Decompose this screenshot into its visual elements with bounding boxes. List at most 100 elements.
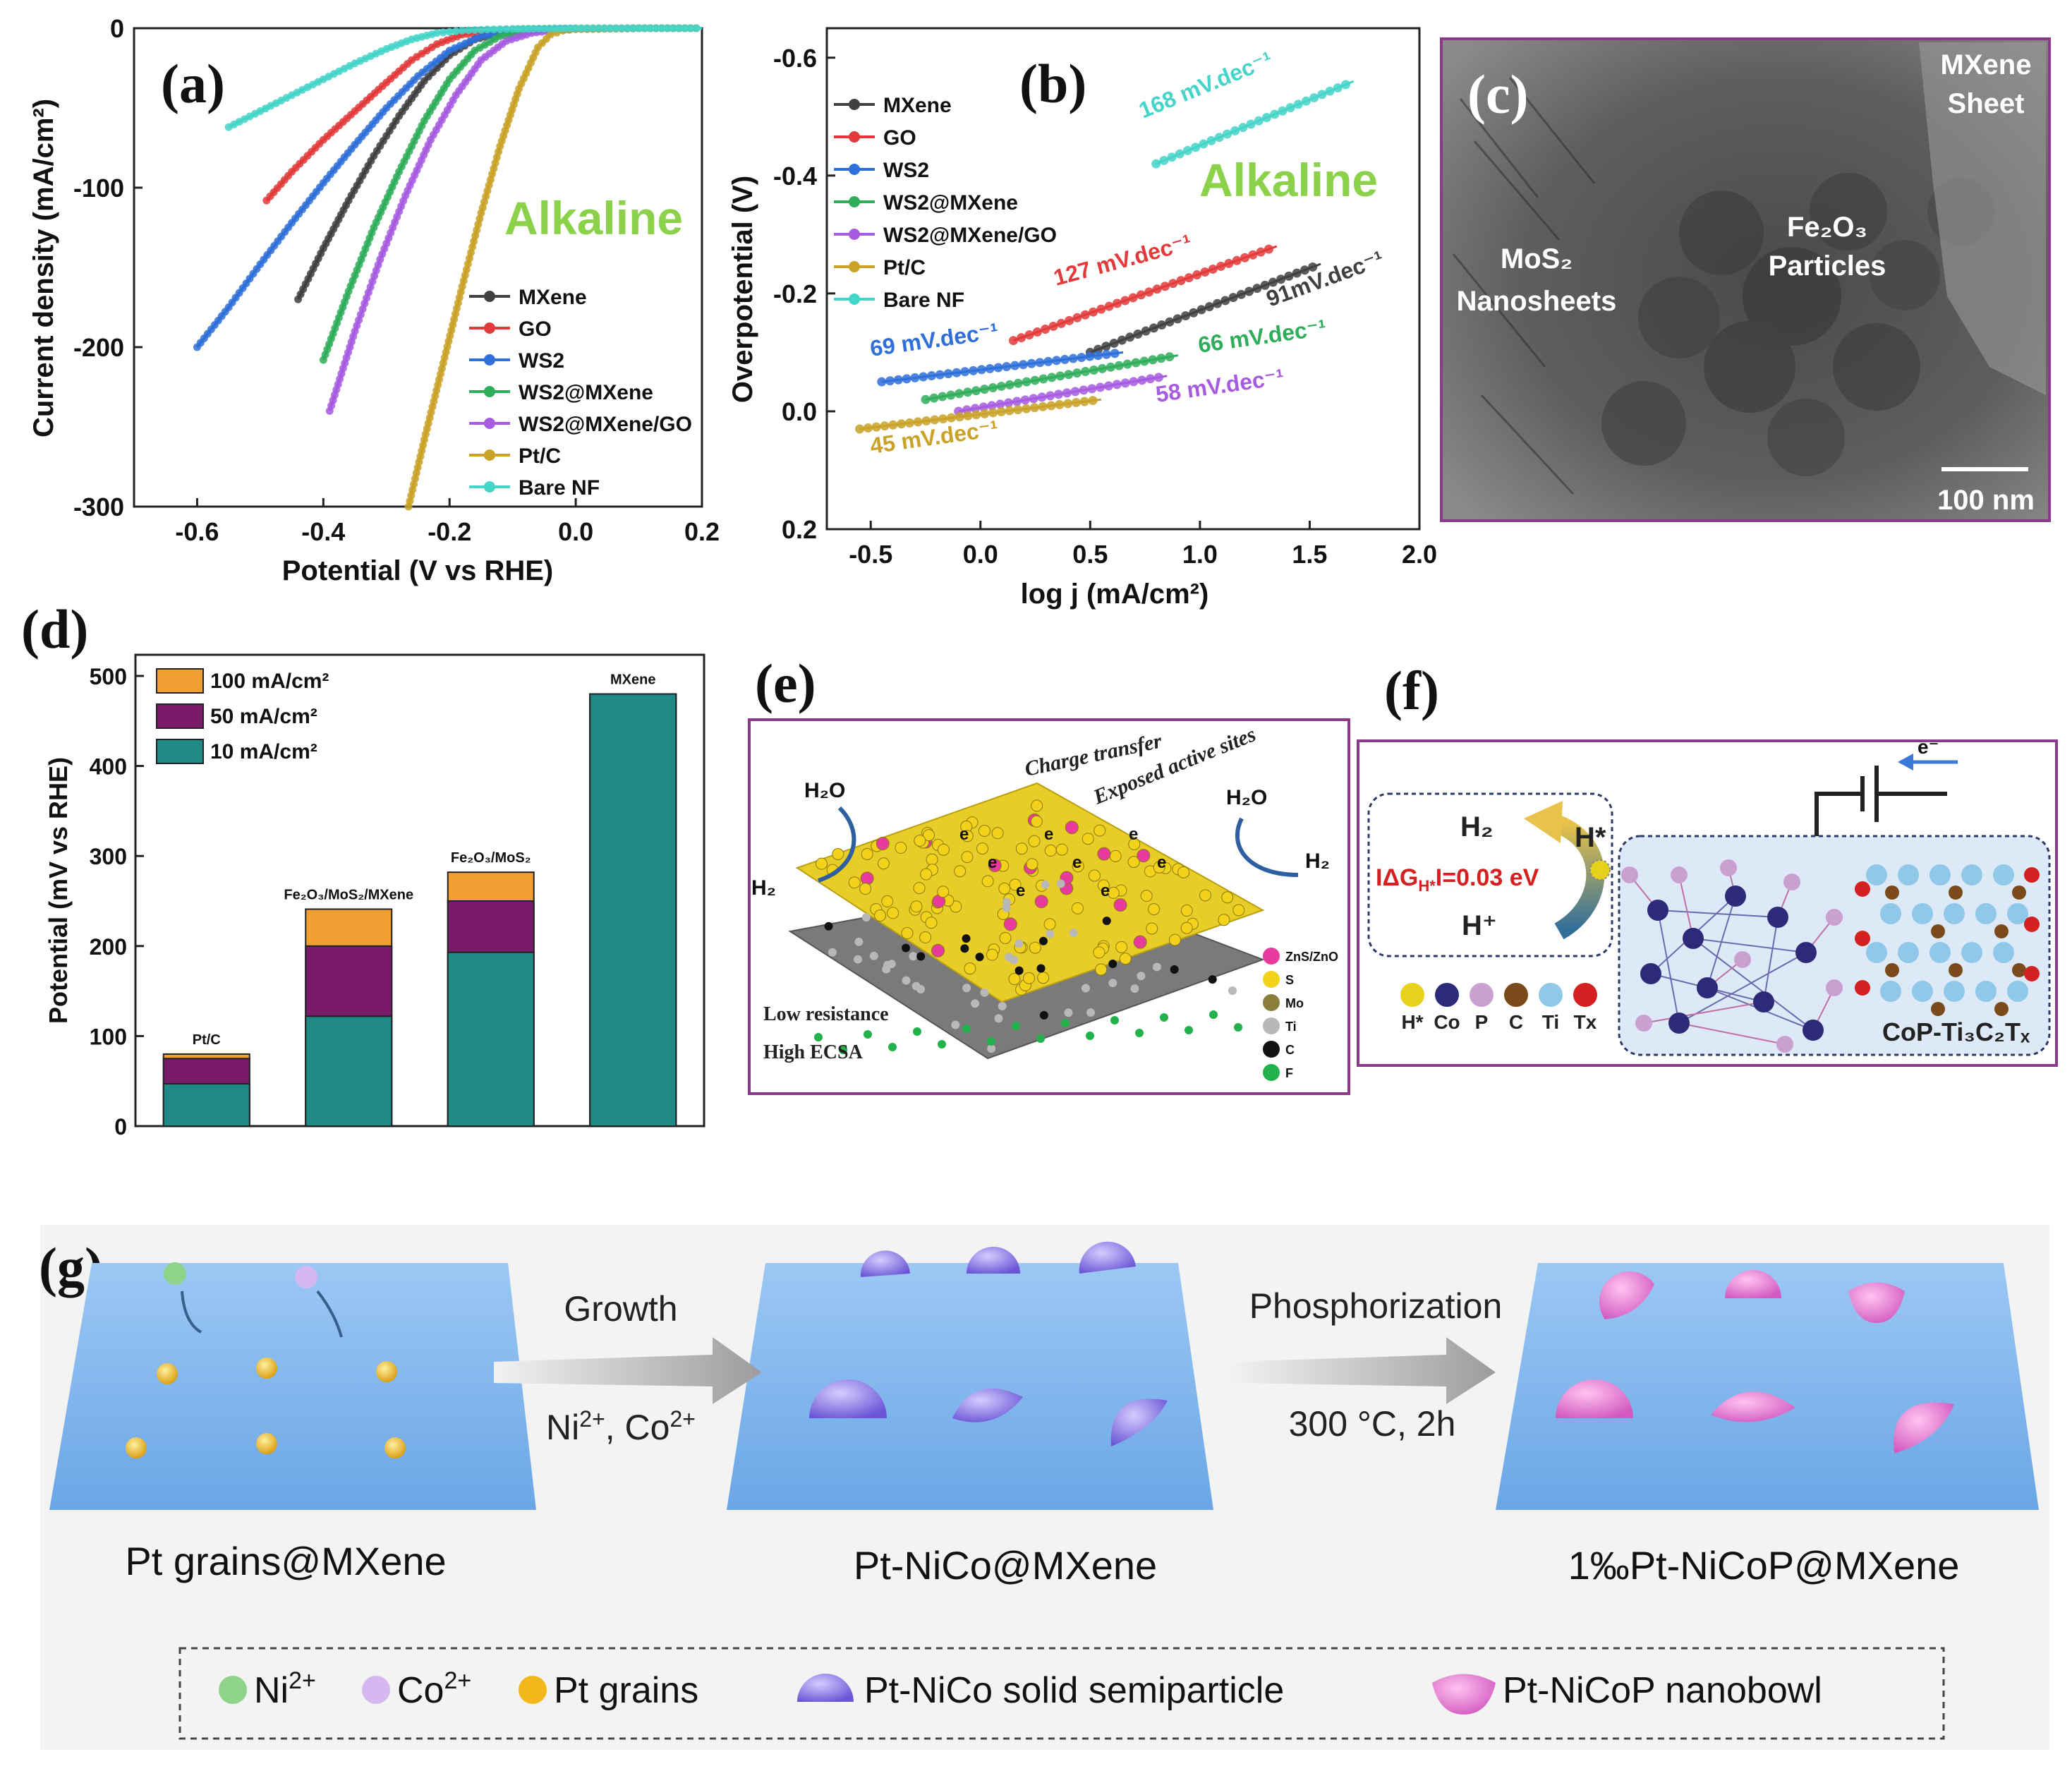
lattice-atom — [1160, 1013, 1168, 1022]
data-point — [1096, 304, 1106, 314]
bar-category-label: MXene — [610, 672, 655, 688]
tem-fe2o3-label-line2: Particles — [1769, 250, 1886, 282]
lattice-atom — [986, 948, 998, 961]
legend-atom — [1263, 1017, 1280, 1034]
lattice-bond — [1657, 909, 1779, 918]
panel-e-lattice-top — [795, 782, 1265, 1003]
lattice-atom — [994, 1014, 1003, 1023]
lattice-atom — [954, 865, 967, 878]
co-atom — [1767, 907, 1788, 928]
co-atom — [1668, 1013, 1690, 1034]
panel-e-arrow-right — [1235, 817, 1299, 877]
panel-b: -0.6 -0.4 -0.2 0.0 0.2 -0.5 0.0 0.5 1.0 1.5 2.0 (… — [727, 27, 1437, 610]
lattice-atom — [1037, 972, 1050, 984]
c-atom — [1949, 963, 1963, 977]
lattice-atom — [976, 842, 989, 855]
panel-f-curve-arrowhead — [1524, 801, 1563, 843]
data-point — [1292, 268, 1302, 278]
lattice-atom — [1208, 975, 1217, 984]
legend-label: Ti — [1542, 1011, 1559, 1033]
lattice-atom — [1146, 922, 1158, 935]
panel-e-electron: e — [1129, 825, 1138, 844]
lattice-atom — [961, 851, 974, 864]
data-point — [445, 28, 454, 36]
panel-b-xlabel: log j (mA/cm²) — [1021, 579, 1209, 610]
c-atom — [1931, 924, 1945, 938]
lattice-atom — [919, 931, 932, 944]
lattice-bond — [1657, 909, 1680, 1024]
lattice-atom — [951, 1020, 960, 1029]
legend-label: Co — [1434, 1011, 1460, 1033]
panel-e-note-ecsa: High ECSA — [763, 1041, 864, 1063]
panel-a-annotation: Alkaline — [504, 192, 683, 244]
data-point — [1238, 123, 1248, 133]
legend-label: 100 mA/cm² — [210, 670, 329, 693]
co-atom — [1640, 963, 1661, 984]
lattice-atom — [920, 868, 933, 881]
data-point — [1200, 267, 1210, 277]
data-point — [1165, 317, 1175, 327]
tx-atom — [2024, 966, 2040, 981]
lattice-atom — [1115, 941, 1128, 953]
data-point — [996, 381, 1006, 391]
panel-e-label: (e) — [755, 653, 816, 714]
data-point — [1222, 129, 1232, 139]
lattice-atom — [1009, 878, 1022, 891]
lattice-atom — [1153, 861, 1165, 874]
panel-f-hstar: H* — [1575, 822, 1606, 853]
data-point — [1189, 308, 1199, 318]
nicop-nanobowls — [1556, 1270, 1954, 1453]
legend-label: 10 mA/cm² — [210, 740, 317, 763]
panel-e-h2-right: H₂ — [1305, 850, 1330, 873]
tem-mxene-label-line2: Sheet — [1948, 88, 2025, 119]
data-point — [1204, 302, 1214, 312]
lattice-atom — [1088, 869, 1101, 882]
mxene-sheet-2 — [727, 1263, 1213, 1510]
data-point — [893, 375, 903, 385]
lattice-atom — [1012, 1022, 1020, 1030]
legend-label: WS2 — [883, 159, 929, 182]
lattice-atom — [1093, 946, 1105, 959]
data-point — [885, 376, 895, 386]
tem-scale-bar-label: 100 nm — [1937, 485, 2035, 516]
ti-atom — [2007, 903, 2028, 924]
data-point — [1101, 341, 1111, 351]
lattice-atom — [1170, 965, 1179, 974]
legend-label: Mo — [1285, 996, 1304, 1010]
data-point — [1144, 287, 1154, 297]
lattice-atom — [895, 842, 907, 854]
data-point — [1159, 155, 1169, 165]
lattice-atom — [998, 882, 1011, 895]
data-point — [1114, 361, 1124, 370]
panel-c: (c) MXene Sheet MoS₂ Nanosheets Fe₂O₃ Pa… — [1440, 37, 2051, 522]
data-point — [1244, 286, 1254, 296]
bar-bar_10-3 — [589, 693, 677, 1127]
panel-a-legend: MXene GO WS2 WS2@MXene WS2@MXene/GO Pt/C Bare … — [469, 286, 692, 500]
co-atom — [1795, 942, 1817, 963]
c-atom — [1885, 886, 1899, 900]
lattice-atom — [1130, 984, 1139, 993]
ti-atom — [1866, 864, 1887, 886]
panel-f-h2: H₂ — [1460, 811, 1494, 842]
p-atom — [1621, 866, 1638, 883]
lattice-atom — [962, 984, 971, 993]
lattice-atom — [876, 837, 890, 851]
legend-swatch — [156, 703, 204, 729]
lattice-atom — [1071, 902, 1084, 914]
data-point — [1113, 298, 1122, 308]
data-point — [1270, 109, 1280, 119]
data-point — [1029, 394, 1038, 404]
lattice-atom — [1010, 955, 1019, 965]
legend-label: Bare NF — [519, 476, 600, 500]
data-point — [1008, 336, 1018, 346]
legend-marker — [849, 131, 860, 143]
slope-label-ws2: 69 mV.dec⁻¹ — [868, 318, 1000, 361]
lattice-atom — [1234, 1023, 1242, 1032]
data-point — [1309, 93, 1319, 103]
lattice-atom — [1108, 979, 1117, 988]
panel-d-plot-frame — [134, 653, 705, 1128]
ytick-label: -0.4 — [773, 162, 817, 191]
data-point — [1248, 250, 1258, 260]
data-point — [1136, 290, 1146, 300]
data-point — [927, 371, 937, 381]
